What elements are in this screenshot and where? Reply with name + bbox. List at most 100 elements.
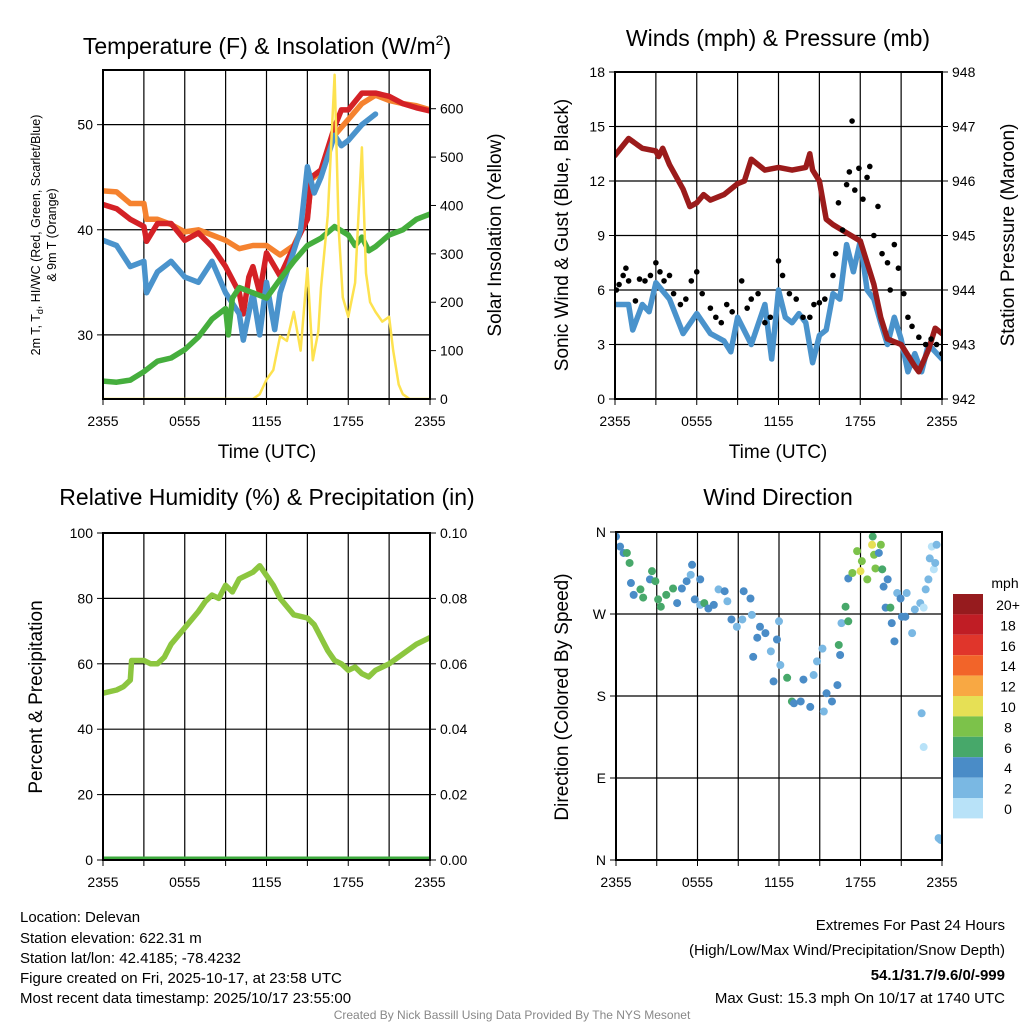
wind-direction-point [883, 575, 892, 584]
wind-direction-point [919, 603, 928, 612]
wind-direction-point [727, 615, 736, 624]
wind-direction-point [766, 647, 775, 656]
gust-point [642, 278, 648, 284]
legend-label: 18 [1000, 617, 1016, 633]
wind-direction-point [856, 567, 865, 576]
temperature-y-label-line1: 2m T, Td, HI/WC (Red, Green, Scarlet/Blu… [29, 115, 45, 356]
y-tick-label: 30 [77, 327, 93, 343]
gust-point [767, 314, 774, 321]
gust-point [852, 187, 858, 193]
x-tick-label: 1155 [251, 874, 281, 890]
gust-point [816, 299, 823, 306]
y-tick-label: 60 [77, 656, 93, 672]
gust-point [879, 250, 885, 257]
gust-point [839, 227, 846, 233]
y-tick-label: 40 [77, 721, 93, 737]
y-tick-label: 80 [77, 590, 93, 606]
series-9m-t [103, 92, 430, 258]
legend-swatch [953, 736, 983, 758]
temperature-y-label-line2: & 9m T (Orange) [45, 188, 59, 281]
gust-point [683, 296, 689, 302]
x-tick-label: 2355 [926, 874, 957, 890]
temperature-x-label: Time (UTC) [218, 442, 317, 463]
wind-direction-point [746, 594, 755, 603]
wind-direction-point [673, 599, 682, 608]
legend-label: 12 [1000, 679, 1016, 695]
wind-direction-point [656, 602, 665, 611]
y-tick-label: S [597, 688, 606, 704]
gust-point [615, 287, 620, 293]
y-tick-label: 12 [589, 173, 605, 189]
x-tick-label: 0555 [681, 413, 712, 429]
gust-point [620, 272, 626, 279]
wind-direction-point [626, 579, 635, 588]
x-tick-label: 2355 [599, 413, 630, 429]
wind-direction-point [776, 661, 785, 670]
wind-direction-point [827, 697, 836, 706]
wind-direction-point [844, 617, 853, 626]
gust-point [887, 287, 894, 293]
wind-direction-point [789, 699, 798, 708]
extremes-description: (High/Low/Max Wind/Precipitation/Snow De… [689, 942, 1005, 959]
wind-direction-point [896, 594, 905, 603]
plot-area [615, 118, 942, 375]
gust-point [860, 196, 866, 202]
wind-direction-point [677, 584, 686, 593]
wind-direction-point [662, 590, 671, 599]
right-y-tick-label: 300 [440, 246, 464, 262]
gust-point [909, 323, 915, 330]
legend-swatch [953, 777, 983, 798]
legend-swatch [953, 634, 983, 656]
footer-created: Figure created on Fri, 2025-10-17, at 23… [20, 970, 342, 987]
wind-direction-point [772, 635, 781, 644]
legend-swatch [953, 614, 983, 635]
wind-direction-point [929, 565, 938, 574]
wind-direction-point [853, 547, 862, 556]
wind-direction-point [857, 557, 866, 566]
wind-direction-point [714, 585, 723, 594]
gust-point [871, 232, 877, 239]
legend-swatch [953, 594, 983, 615]
wind-direction-point [834, 640, 843, 649]
wind-direction-point [919, 743, 928, 752]
wind-direction-point [690, 595, 699, 604]
gust-point [744, 305, 750, 311]
gust-point [830, 272, 836, 279]
wind-direction-point [908, 629, 917, 638]
wind-direction-point [878, 565, 887, 574]
wind-direction-point [841, 602, 850, 611]
wind-direction-point [747, 610, 756, 619]
gust-point [933, 341, 940, 348]
wind-direction-point [876, 540, 885, 549]
wind-direction-point [934, 834, 942, 843]
series-hi-wc [103, 111, 379, 343]
gust-point [729, 309, 735, 315]
wind-direction-point [669, 584, 678, 593]
gust-point [866, 163, 873, 170]
right-y-tick-label: 948 [952, 64, 976, 80]
wind-direction-point [739, 587, 748, 596]
plot-area [103, 73, 430, 399]
right-y-tick-label: 942 [952, 391, 976, 407]
wind-direction-point [799, 675, 808, 684]
wind-direction-point [806, 702, 815, 711]
y-tick-label: 3 [597, 337, 605, 353]
legend-label: 0 [1004, 801, 1012, 817]
gust-point [811, 301, 817, 308]
gust-point [793, 296, 800, 302]
y-tick-label: 6 [597, 282, 605, 298]
gust-point [625, 278, 632, 284]
y-tick-label: E [597, 770, 606, 786]
wind-direction-point [868, 540, 877, 549]
gust-point [623, 265, 629, 272]
legend-swatch [953, 655, 983, 676]
wind-direction-point [925, 554, 934, 563]
right-y-tick-label: 0.04 [440, 721, 467, 737]
wind-direction-point [837, 619, 846, 628]
plot-area [616, 532, 942, 844]
wind-y-label: Sonic Wind & Gust (Blue, Black) [552, 99, 573, 371]
plot-area [103, 562, 430, 860]
x-tick-label: 1755 [845, 413, 876, 429]
wind-direction-point [887, 619, 896, 628]
y-tick-label: 0 [85, 852, 93, 868]
